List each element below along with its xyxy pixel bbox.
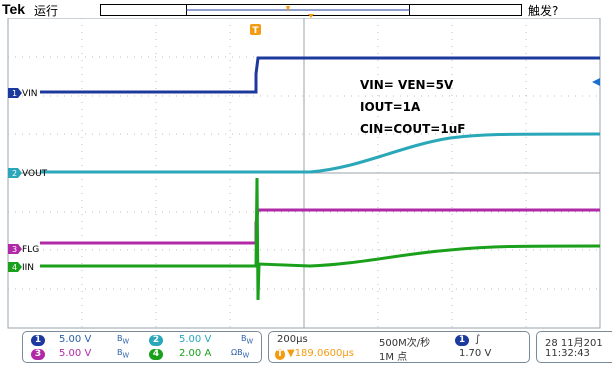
trigger-position-marker-icon bbox=[286, 6, 290, 12]
trigger-status: 触发? bbox=[528, 4, 559, 18]
svg-text:T: T bbox=[252, 26, 259, 36]
top-status-bar: Tek 运行 触发? bbox=[0, 0, 612, 18]
ch3-badge[interactable]: 3 bbox=[31, 349, 45, 360]
timebase: 200µs bbox=[277, 334, 308, 345]
ch1-label: VIN bbox=[22, 89, 38, 99]
ch3-scale: 5.00 V bbox=[59, 348, 92, 359]
ch3-marker-icon: 3 bbox=[8, 244, 22, 254]
trigger-source-badge[interactable]: 1 bbox=[455, 335, 469, 346]
ch2-label: VOUT bbox=[22, 169, 48, 179]
trigger-position: ▼189.0600µs bbox=[287, 348, 354, 359]
ch2-bw-icon: BW bbox=[241, 334, 254, 346]
record-markers bbox=[186, 6, 410, 18]
ch4-label: IIN bbox=[22, 263, 34, 273]
trigger-marker-icon: T bbox=[250, 24, 261, 36]
run-state: 运行 bbox=[34, 4, 59, 18]
ch2-badge[interactable]: 2 bbox=[149, 335, 163, 346]
ch1-marker-icon: 1 bbox=[8, 88, 22, 98]
date: 28 11月201 bbox=[545, 338, 603, 349]
ch4-waveform bbox=[40, 177, 601, 301]
vertical-readout-panel[interactable]: 1 5.00 V BW 2 5.00 V BW 3 5.00 V BW 4 2.… bbox=[22, 331, 262, 363]
waveform-display[interactable]: T 1 VIN 2 VOUT 3 FLG 4 IIN bbox=[0, 18, 612, 330]
ch4-badge[interactable]: 4 bbox=[149, 349, 163, 360]
svg-text:2: 2 bbox=[12, 169, 17, 178]
sample-rate: 500M次/秒 bbox=[379, 338, 431, 349]
ch2-waveform bbox=[40, 132, 601, 174]
ch4-probe-icon: ΩBW bbox=[231, 348, 250, 360]
svg-text:4: 4 bbox=[12, 263, 17, 272]
annotation-vin-ven: VIN= VEN=5V bbox=[360, 78, 454, 92]
ch1-badge[interactable]: 1 bbox=[31, 335, 45, 346]
ch3-label: FLG bbox=[22, 245, 39, 255]
horizontal-readout-panel[interactable]: 200µs T ▼189.0600µs 500M次/秒 1M 点 1 ∫ 1.7… bbox=[268, 331, 530, 363]
ch2-marker-icon: 2 bbox=[8, 168, 22, 178]
ch1-waveform bbox=[40, 56, 600, 94]
trigger-level: 1.70 V bbox=[459, 348, 492, 359]
ch4-marker-icon: 4 bbox=[8, 262, 22, 272]
time: 11:32:43 bbox=[545, 348, 590, 359]
svg-text:1: 1 bbox=[12, 89, 17, 98]
readout-bar: 1 5.00 V BW 2 5.00 V BW 3 5.00 V BW 4 2.… bbox=[0, 330, 612, 365]
annotation-cin-cout: CIN=COUT=1uF bbox=[360, 122, 466, 136]
record-length: 1M 点 bbox=[379, 352, 408, 363]
brand-logo: Tek bbox=[2, 1, 26, 17]
ch1-scale: 5.00 V bbox=[59, 334, 92, 345]
trigger-position-icon: T bbox=[275, 349, 285, 360]
horizontal-position-arrow-icon bbox=[592, 78, 600, 86]
ch4-scale: 2.00 A bbox=[179, 348, 212, 359]
ch1-bw-icon: BW bbox=[117, 334, 130, 346]
annotation-iout: IOUT=1A bbox=[360, 100, 421, 114]
datetime-panel: 28 11月201 11:32:43 bbox=[536, 331, 612, 363]
svg-text:3: 3 bbox=[12, 245, 17, 254]
trigger-slope-icon: ∫ bbox=[475, 334, 481, 345]
expansion-point-icon bbox=[308, 14, 314, 18]
ch3-bw-icon: BW bbox=[117, 348, 130, 360]
ch2-scale: 5.00 V bbox=[179, 334, 212, 345]
